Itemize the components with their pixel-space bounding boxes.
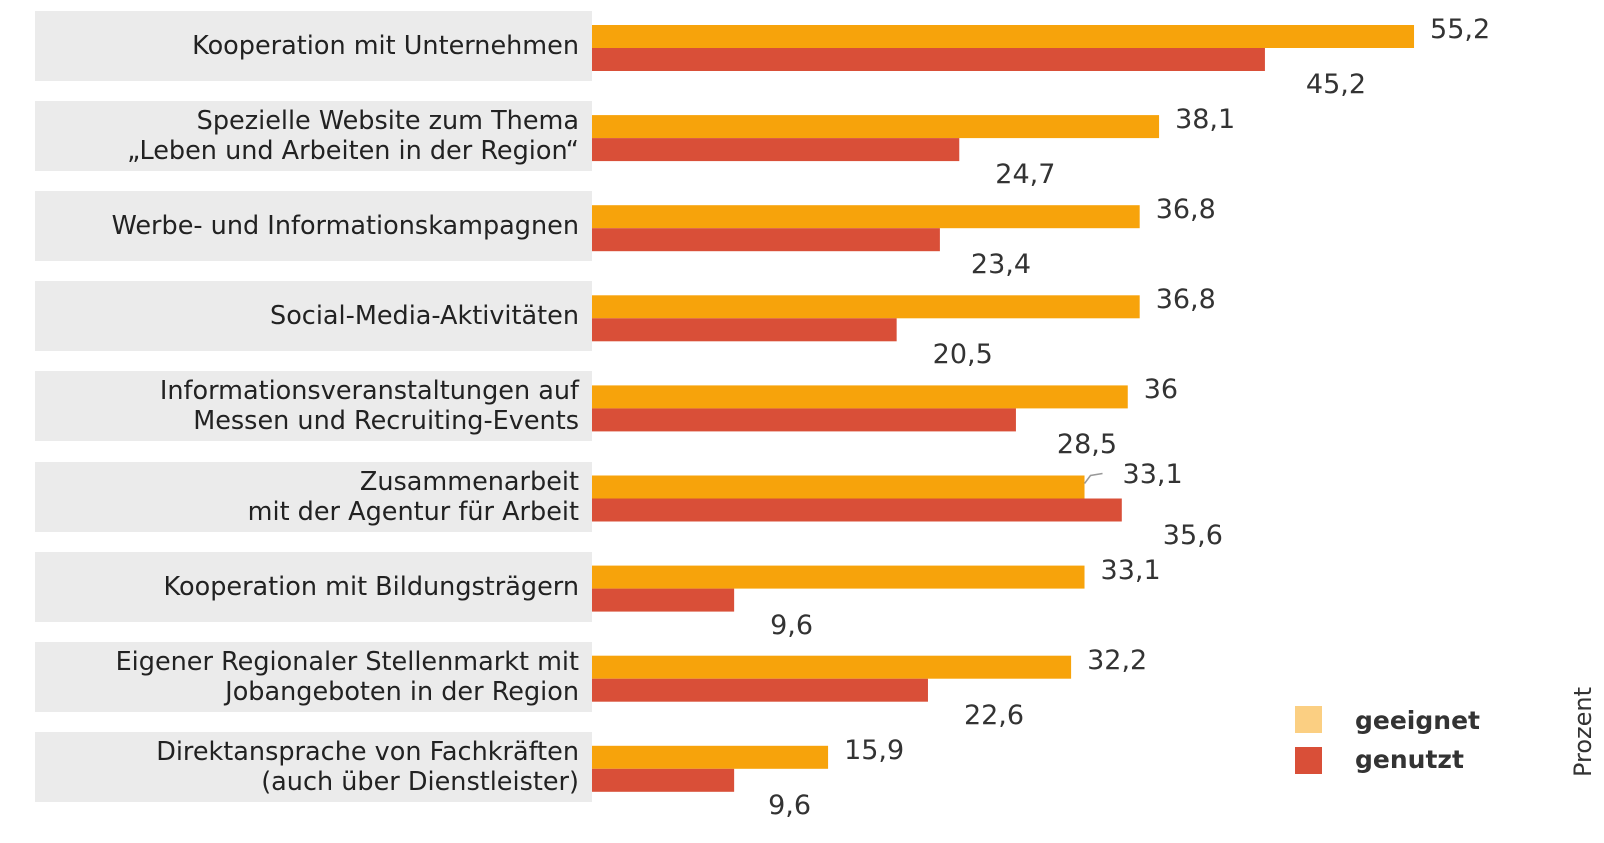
value-label-genutzt: 45,2 xyxy=(1305,69,1367,100)
value-label-genutzt: 9,6 xyxy=(770,609,814,641)
value-label-genutzt: 23,4 xyxy=(970,249,1032,281)
bar-genutzt xyxy=(591,588,735,612)
bar-genutzt xyxy=(591,678,928,702)
bar-genutzt xyxy=(591,48,1265,71)
bar-geeignet xyxy=(591,385,1128,409)
category-label: Spezielle Website zum Thema „Leben und A… xyxy=(127,106,579,167)
value-label-geeignet: 33,1 xyxy=(1122,458,1183,490)
category-box xyxy=(35,371,592,442)
category-box xyxy=(35,551,592,622)
category-box xyxy=(35,191,592,262)
bar-genutzt xyxy=(591,138,960,162)
value-label-geeignet: 36,8 xyxy=(1155,284,1216,316)
category-box xyxy=(35,461,592,532)
bar-genutzt xyxy=(591,228,940,252)
category-label: Informationsveranstaltungen auf Messen u… xyxy=(159,376,579,437)
category-box xyxy=(35,731,592,802)
legend-swatch-geeignet xyxy=(1295,706,1322,733)
bar-geeignet xyxy=(591,745,829,769)
bar-geeignet xyxy=(591,25,1415,48)
axis-title: Prozent xyxy=(1569,686,1597,778)
category-label: Werbe- und Informationskampagnen xyxy=(111,211,579,242)
value-label-genutzt: 35,6 xyxy=(1162,519,1223,551)
bar-geeignet xyxy=(591,115,1160,139)
category-box xyxy=(35,281,592,352)
category-box xyxy=(35,11,592,81)
value-label-geeignet: 36 xyxy=(1143,374,1179,406)
bar-geeignet xyxy=(591,475,1085,499)
value-label-geeignet: 33,1 xyxy=(1100,554,1161,586)
value-label-geeignet: 15,9 xyxy=(844,734,905,766)
bar-geeignet xyxy=(591,565,1085,589)
bar-geeignet xyxy=(591,655,1072,679)
value-label-geeignet: 38,1 xyxy=(1175,104,1236,136)
category-label: Kooperation mit Unternehmen xyxy=(192,31,579,61)
category-box xyxy=(35,641,592,712)
bar-geeignet xyxy=(591,295,1140,319)
bar-genutzt xyxy=(591,318,897,342)
value-label-genutzt: 20,5 xyxy=(932,339,993,371)
legend-swatch-genutzt xyxy=(1295,747,1322,774)
value-label-genutzt: 28,5 xyxy=(1056,429,1118,461)
value-label-genutzt: 24,7 xyxy=(995,159,1056,191)
category-label: Eigener Regionaler Stellenmarkt mit Joba… xyxy=(115,646,579,707)
category-label: Kooperation mit Bildungsträgern xyxy=(163,571,579,602)
category-label: Social-Media-Aktivitäten xyxy=(270,301,579,332)
value-label-geeignet: 36,8 xyxy=(1155,194,1216,226)
value-label-geeignet: 55,2 xyxy=(1430,14,1491,45)
value-label-genutzt: 22,6 xyxy=(963,699,1025,731)
leader-line xyxy=(1083,472,1103,484)
category-box xyxy=(35,101,592,172)
category-label: Zusammenarbeit mit der Agentur für Arbei… xyxy=(247,466,579,527)
legend-label-geeignet: geeignet xyxy=(1355,706,1480,735)
category-label: Direktansprache von Fachkräften (auch üb… xyxy=(156,736,579,797)
value-label-genutzt: 9,6 xyxy=(768,789,812,821)
bar-genutzt xyxy=(591,498,1122,522)
legend-label-genutzt: genutzt xyxy=(1355,745,1464,774)
bar-genutzt xyxy=(591,768,735,792)
bar-geeignet xyxy=(591,205,1140,229)
value-label-geeignet: 32,2 xyxy=(1087,644,1148,676)
bar-genutzt xyxy=(591,408,1016,432)
